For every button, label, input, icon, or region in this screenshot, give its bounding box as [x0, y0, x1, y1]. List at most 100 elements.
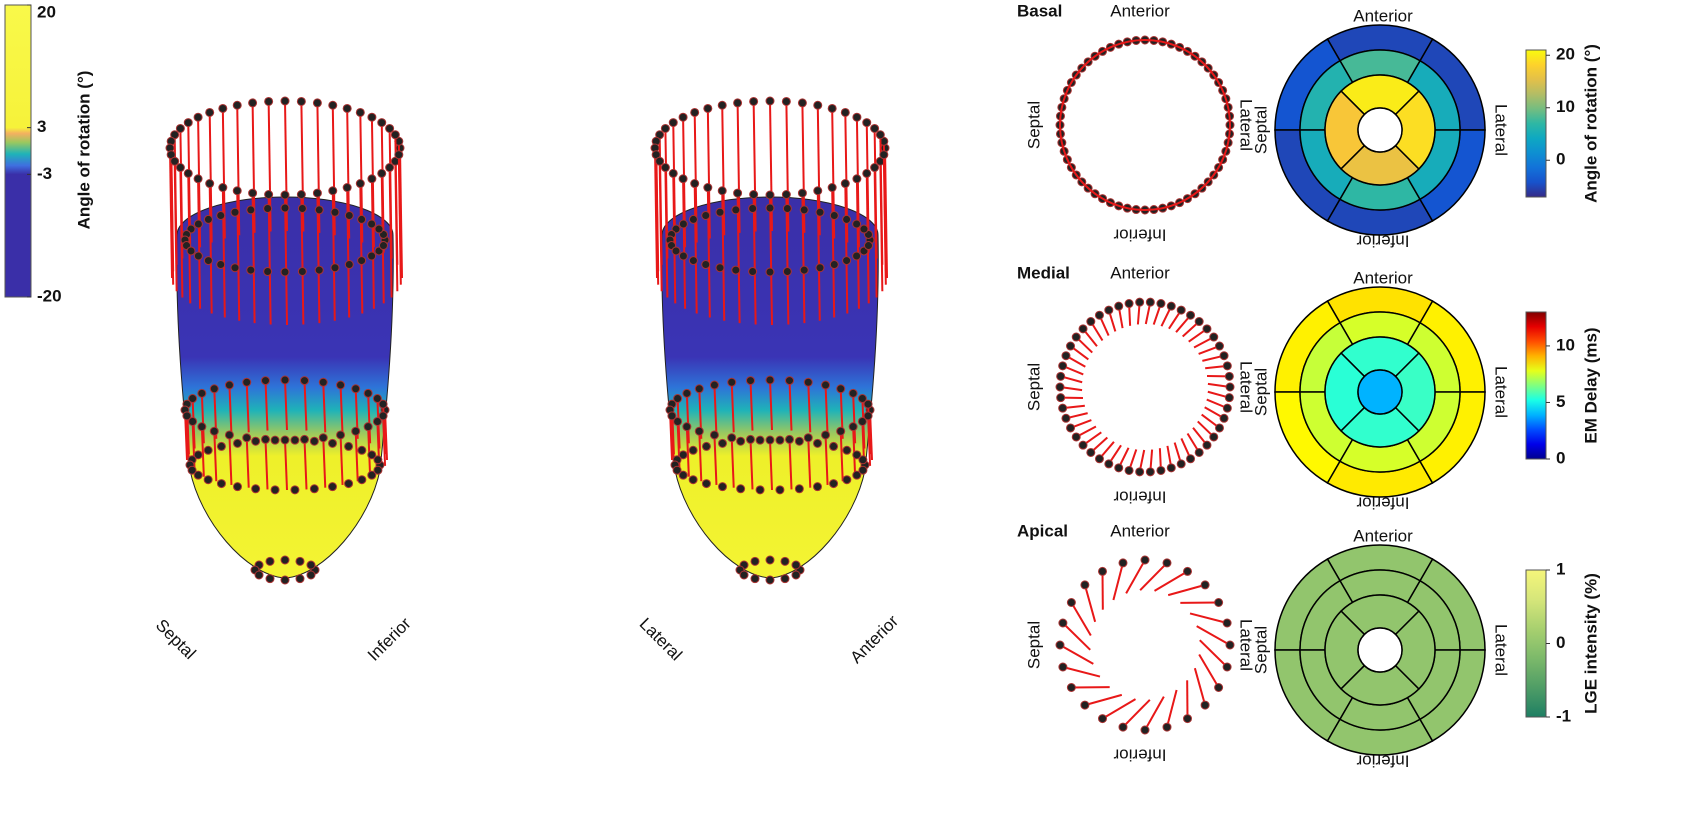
marker [1124, 299, 1134, 309]
marker [280, 96, 290, 106]
marker [372, 416, 382, 426]
marker [203, 214, 213, 224]
marker [745, 434, 755, 444]
trajectory [245, 382, 250, 433]
trajectory [382, 415, 387, 466]
marker [755, 485, 765, 495]
trajectory [303, 380, 308, 431]
marker [863, 411, 873, 421]
tick-label: 0 [1556, 448, 1565, 467]
trajectory [654, 147, 658, 279]
marker [1162, 558, 1172, 568]
marker [306, 570, 316, 580]
trajectory [1198, 653, 1220, 689]
marker [318, 433, 328, 443]
marker [193, 470, 203, 480]
marker [813, 438, 822, 448]
marker [827, 183, 837, 193]
orientation-label: Lateral [1237, 99, 1256, 151]
marker [840, 179, 850, 189]
marker [367, 174, 377, 184]
marker [363, 388, 373, 398]
marker [233, 438, 242, 448]
trajectory [844, 183, 849, 314]
marker [765, 435, 775, 445]
marker [254, 570, 264, 580]
marker [688, 475, 698, 485]
marker [193, 450, 203, 460]
marker [780, 556, 790, 566]
marker [1166, 463, 1176, 473]
marker [263, 203, 273, 213]
marker [188, 416, 198, 426]
orientation-label: Septal [1024, 101, 1043, 149]
trajectory [685, 393, 690, 444]
marker [821, 380, 831, 390]
trajectory [213, 431, 218, 482]
marker [232, 100, 242, 110]
marker [755, 435, 765, 445]
marker [848, 422, 858, 432]
marker [715, 207, 725, 217]
marker [1224, 371, 1234, 381]
marker [701, 441, 711, 451]
marker [852, 219, 862, 229]
marker [1071, 432, 1081, 442]
marker [296, 190, 306, 200]
marker [270, 485, 280, 495]
tick-label: -3 [37, 164, 52, 183]
marker [717, 186, 727, 196]
marker [858, 455, 868, 465]
marker [749, 96, 759, 106]
marker [170, 156, 180, 166]
marker [216, 210, 226, 220]
marker [390, 130, 400, 140]
trajectory [367, 393, 372, 444]
orientation-label: Anterior [1110, 263, 1170, 282]
tick-label: 10 [1556, 335, 1575, 354]
marker [318, 377, 328, 387]
marker [251, 436, 261, 446]
marker [328, 186, 338, 196]
marker [682, 388, 692, 398]
marker [879, 150, 889, 160]
marker [373, 465, 383, 475]
marker [1135, 297, 1145, 307]
marker [1186, 454, 1196, 464]
trajectory [785, 194, 790, 325]
trajectory [824, 385, 829, 436]
marker [1145, 467, 1155, 477]
marker [175, 123, 185, 133]
marker [1124, 465, 1134, 475]
marker [251, 484, 261, 494]
trajectory [658, 161, 663, 292]
orientation-label: Septal [1251, 368, 1270, 416]
marker [1094, 310, 1104, 320]
marker [852, 251, 862, 261]
marker [813, 186, 823, 196]
marker [1094, 454, 1104, 464]
marker [357, 475, 367, 485]
orientation-label: Lateral [1492, 624, 1511, 676]
orientation-label: Anterior [1110, 521, 1170, 540]
orientation-label: Lateral [1492, 104, 1511, 156]
tick-label: -1 [1556, 706, 1571, 725]
marker [829, 479, 839, 489]
trajectory [1193, 667, 1207, 706]
marker [1066, 598, 1076, 607]
marker [1222, 403, 1232, 413]
marker [863, 241, 873, 251]
trajectory [370, 178, 375, 309]
marker [852, 174, 862, 184]
marker [1066, 341, 1076, 351]
trajectory [267, 194, 272, 325]
marker [1162, 722, 1172, 732]
trajectory [749, 439, 754, 490]
marker [197, 388, 207, 398]
marker [1098, 566, 1107, 576]
marker [1055, 640, 1065, 650]
trajectory [706, 187, 711, 318]
marker [1202, 324, 1212, 334]
view-label: Anterior [847, 611, 903, 667]
trajectory [169, 147, 173, 279]
